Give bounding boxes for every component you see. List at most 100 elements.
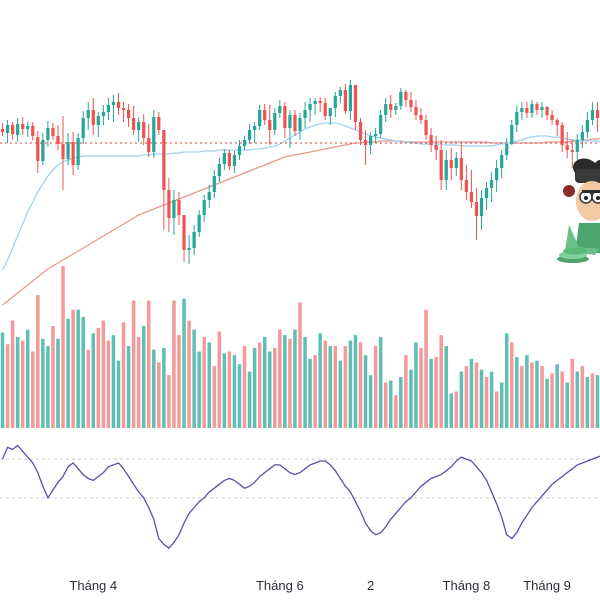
volume-bar [262,336,267,428]
volume-bar [535,360,539,428]
volume-bar [121,322,126,428]
volume-bar [368,375,373,428]
candle-body [137,122,141,130]
candle-body [510,125,514,144]
volume-bar [338,360,343,428]
volume-bar [590,373,595,428]
volume-bar [293,329,297,428]
candle-body [86,110,90,118]
candle-body [288,115,292,128]
volume-bar [86,349,90,428]
volume-bar [227,351,232,428]
candle-body [36,137,40,161]
candle-body [263,110,267,120]
volume-bar [207,342,212,428]
volume-bar [358,342,363,428]
volume-bar [167,375,171,428]
volume-bar [540,366,544,428]
candle-body [328,108,332,116]
candle-body [459,158,463,180]
candle-body [247,130,252,140]
candle-body [495,168,499,180]
candle-body [580,132,584,140]
volume-bar [31,351,35,428]
candle-body [368,136,373,145]
volume-bar [187,320,191,428]
x-axis-tick-label: Tháng 9 [523,578,571,593]
volume-bar [570,358,575,428]
volume-bar [242,346,247,428]
volume-bar [474,362,479,428]
oscillator-guides [0,458,600,499]
candle-body [192,232,196,248]
volume-bar [10,320,15,428]
x-axis-tick-label: Tháng 4 [69,578,117,593]
volume-bar [399,377,403,428]
candle-body [0,129,5,132]
volume-bar [202,336,206,428]
candle-body [545,107,549,115]
volume-bar [0,332,5,428]
volume-bar [283,335,287,428]
volume-bar [510,342,514,428]
candle-body [318,101,322,103]
volume-bar [182,298,186,428]
candle-body [469,192,474,202]
volume-bar [388,380,393,428]
candle-body [343,90,347,111]
volume-bar [51,326,55,428]
candle-body [278,106,282,113]
volume-bar [172,300,176,428]
candle-body [308,104,312,110]
candle-body [394,106,398,110]
candle-body [152,117,156,152]
volume-bar [575,371,580,428]
candle-body [91,110,95,125]
candle-body [384,104,388,115]
volume-bar [101,320,106,428]
candle-body [273,113,277,130]
volume-bar [323,340,327,428]
volume-bar [333,346,338,428]
volume-bar [555,364,559,428]
candle-body [590,110,595,120]
volume-bar [595,375,600,428]
volume-bar [96,327,101,428]
ma-fast-layer [1,122,600,271]
candle-body [540,107,544,110]
candle-body [217,164,221,176]
volume-bar [348,340,353,428]
candle-body [595,110,600,118]
candle-body [293,115,297,131]
candle-body [424,120,428,135]
candle-body [157,117,161,130]
volume-bar [257,342,262,428]
volume-bar [141,326,146,428]
volume-bars [0,265,600,428]
oscillator-layer [1,444,600,550]
candle-body [374,134,378,136]
candle-body [242,140,247,146]
candle-body [379,115,383,134]
volume-bar [424,309,428,428]
volume-bar [5,344,10,428]
candle-body [348,85,353,111]
candle-body [389,104,393,110]
volume-bar [328,346,333,428]
volume-bar [192,329,196,428]
volume-bar [504,333,509,428]
candle-body [530,104,534,113]
volume-bar [499,382,504,428]
volume-bar [131,300,136,428]
candle-body [56,136,60,144]
candle-body [575,140,579,152]
volume-bar [318,333,322,428]
candle-body [207,192,211,200]
volume-bar [550,373,554,428]
volume-bar [162,347,166,428]
candle-body [454,158,458,168]
candle-body [187,248,191,250]
candle-body [585,120,590,132]
volume-bar [520,366,524,428]
candle-body [555,120,559,125]
